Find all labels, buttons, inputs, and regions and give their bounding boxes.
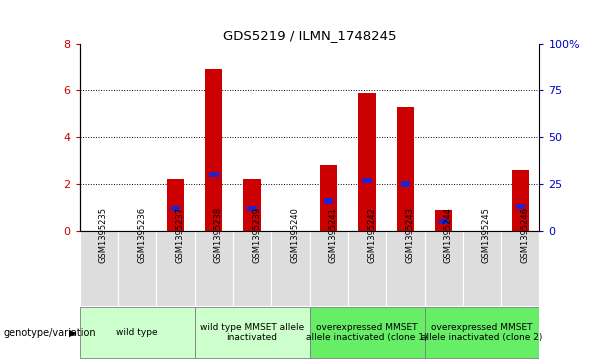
Bar bbox=[167, 179, 184, 231]
Bar bbox=[424, 231, 463, 306]
Text: GSM1395245: GSM1395245 bbox=[482, 207, 491, 262]
Bar bbox=[118, 231, 156, 306]
Bar bbox=[233, 231, 271, 306]
Bar bbox=[348, 231, 386, 306]
Text: wild type MMSET allele
inactivated: wild type MMSET allele inactivated bbox=[200, 323, 304, 342]
Bar bbox=[324, 198, 333, 204]
Bar bbox=[156, 231, 195, 306]
Bar bbox=[435, 210, 452, 231]
Bar bbox=[80, 231, 118, 306]
Text: GSM1395239: GSM1395239 bbox=[252, 207, 261, 263]
Bar bbox=[80, 307, 195, 358]
Title: GDS5219 / ILMN_1748245: GDS5219 / ILMN_1748245 bbox=[223, 29, 397, 42]
Bar bbox=[248, 206, 257, 211]
Text: GSM1395244: GSM1395244 bbox=[444, 207, 452, 262]
Text: GSM1395246: GSM1395246 bbox=[520, 207, 529, 263]
Text: GSM1395240: GSM1395240 bbox=[291, 207, 299, 262]
Bar bbox=[463, 231, 501, 306]
Bar bbox=[195, 231, 233, 306]
Text: GSM1395236: GSM1395236 bbox=[137, 207, 146, 263]
Bar bbox=[501, 231, 539, 306]
Bar bbox=[310, 307, 424, 358]
Bar bbox=[386, 231, 424, 306]
Text: GSM1395241: GSM1395241 bbox=[329, 207, 338, 262]
Bar bbox=[310, 231, 348, 306]
Bar bbox=[171, 206, 180, 211]
Bar bbox=[195, 307, 310, 358]
Bar bbox=[401, 182, 410, 187]
Text: GSM1395243: GSM1395243 bbox=[405, 207, 414, 263]
Bar bbox=[397, 107, 414, 231]
Text: GSM1395238: GSM1395238 bbox=[214, 207, 223, 263]
Text: GSM1395237: GSM1395237 bbox=[175, 207, 185, 263]
Bar bbox=[271, 231, 310, 306]
Bar bbox=[320, 165, 337, 231]
Text: wild type: wild type bbox=[116, 328, 158, 337]
Bar bbox=[359, 93, 376, 231]
Bar bbox=[205, 69, 223, 231]
Text: GSM1395242: GSM1395242 bbox=[367, 207, 376, 262]
Bar bbox=[424, 307, 539, 358]
Bar bbox=[209, 172, 218, 177]
Bar bbox=[439, 219, 448, 224]
Bar bbox=[516, 204, 525, 209]
Text: genotype/variation: genotype/variation bbox=[3, 327, 96, 338]
Text: GSM1395235: GSM1395235 bbox=[99, 207, 108, 263]
Bar bbox=[512, 170, 529, 231]
Text: overexpressed MMSET
allele inactivated (clone 1): overexpressed MMSET allele inactivated (… bbox=[306, 323, 428, 342]
Text: ▶: ▶ bbox=[69, 327, 77, 338]
Text: overexpressed MMSET
allele inactivated (clone 2): overexpressed MMSET allele inactivated (… bbox=[421, 323, 543, 342]
Bar bbox=[362, 178, 371, 183]
Bar bbox=[243, 179, 261, 231]
